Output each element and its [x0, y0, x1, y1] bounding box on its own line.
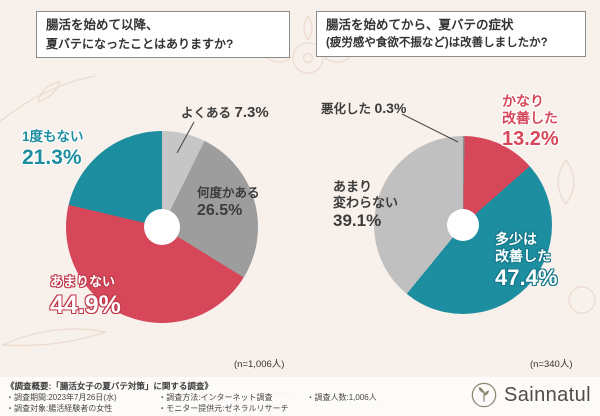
- chart2-title: 腸活を始めてから、夏バテの症状 (疲労感や食欲不振など)は改善しましたか?: [316, 11, 586, 57]
- chart1-sample-size: (n=1,006人): [234, 359, 285, 370]
- chart2-sample-size: (n=340人): [530, 359, 573, 370]
- slice-label-amari-nai: あまりない 44.9%: [50, 274, 121, 319]
- pie-chart-symptom-improvement: [374, 136, 552, 314]
- chart1-title-line1: 腸活を始めて以降、: [46, 18, 159, 32]
- survey-overview-footer: 《調査概要:「腸活女子の夏バテ対策」に関する調査》 ・調査期間:2023年7月2…: [0, 377, 600, 416]
- survey-monitor-provider: ・モニター提供元:ゼネラルリサーチ: [158, 403, 289, 413]
- survey-details-row2: ・調査対象:腸活経験者の女性 ・モニター提供元:ゼネラルリサーチ: [6, 404, 600, 415]
- survey-target: ・調査対象:腸活経験者の女性: [6, 403, 113, 413]
- chart2-title-line2: (疲労感や食欲不振など)は改善しましたか?: [326, 36, 548, 49]
- pie-center-hole: [447, 209, 479, 241]
- survey-method: ・調査方法:インターネット調査: [158, 393, 273, 402]
- slice-label-yokuaru: よくある 7.3%: [181, 104, 269, 121]
- pie-center-hole: [144, 209, 180, 245]
- survey-details-row1: ・調査期間:2023年7月26日(水) ・調査方法:インターネット調査 ・調査人…: [6, 393, 600, 404]
- slice-label-tashou-kaizen: 多少は 改善した 47.4%: [495, 231, 558, 291]
- brand-logo: Sainnatul: [470, 381, 591, 409]
- chart1-title-line2: 夏バテになったことはありますか?: [46, 36, 234, 51]
- slice-label-amari-kawaranai: あまり 変わらない 39.1%: [333, 179, 399, 230]
- slice-label-nandoka-aru: 何度かある 26.5%: [197, 186, 260, 220]
- chart2-title-line1: 腸活を始めてから、夏バテの症状: [326, 18, 514, 32]
- slice-label-ichido-mo-nai: 1度もない 21.3%: [22, 129, 84, 170]
- brand-name: Sainnatul: [504, 383, 591, 406]
- sprout-leaf-icon: [471, 382, 497, 408]
- slice-label-kanari-kaizen: かなり 改善した 13.2%: [502, 93, 559, 151]
- survey-overview-heading: 《調査概要:「腸活女子の夏バテ対策」に関する調査》: [6, 381, 213, 391]
- slice-label-akka-shita: 悪化した 0.3%: [321, 100, 407, 116]
- survey-period: ・調査期間:2023年7月26日(水): [6, 393, 117, 402]
- pie-chart-summer-fatigue-experience: [66, 131, 258, 323]
- chart1-title: 腸活を始めて以降、 夏バテになったことはありますか?: [36, 11, 290, 58]
- survey-count: ・調査人数:1,006人: [306, 393, 377, 402]
